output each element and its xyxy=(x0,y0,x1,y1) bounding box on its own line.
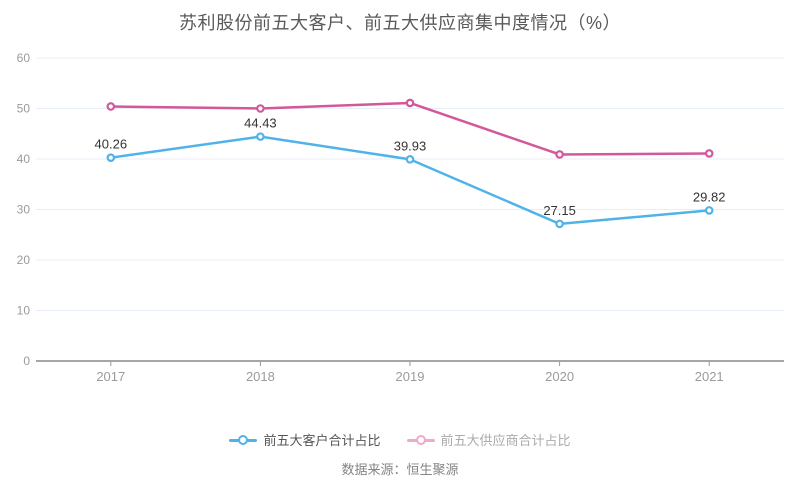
y-axis-tick-label: 20 xyxy=(17,253,31,267)
data-point-label: 27.15 xyxy=(543,203,576,218)
legend-circle-icon xyxy=(415,434,426,445)
data-point-customers-2017[interactable] xyxy=(106,153,116,162)
y-axis-tick-label: 10 xyxy=(17,304,31,318)
legend-item-suppliers[interactable]: 前五大供应商合计占比 xyxy=(406,430,571,449)
x-axis-tick-label: 2020 xyxy=(545,369,574,384)
data-source: 数据来源：恒生聚源 xyxy=(341,462,459,477)
data-point-customers-2019[interactable] xyxy=(405,155,415,164)
data-point-label: 44.43 xyxy=(244,116,277,131)
y-axis-tick-label: 40 xyxy=(17,152,31,166)
legend-circle-icon xyxy=(238,434,249,445)
data-point-label: 29.82 xyxy=(693,189,726,204)
data-point-label: 39.93 xyxy=(394,138,427,153)
legend-item-customers[interactable]: 前五大客户合计占比 xyxy=(229,430,381,449)
legend-label-suppliers: 前五大供应商合计占比 xyxy=(440,433,571,448)
legend: 前五大客户合计占比 前五大供应商合计占比 xyxy=(0,430,800,449)
x-axis-tick-label: 2018 xyxy=(246,369,275,384)
y-axis-tick-label: 60 xyxy=(17,51,31,65)
data-point-label: 40.26 xyxy=(95,137,128,152)
data-point-suppliers-2017[interactable] xyxy=(106,102,116,111)
legend-label-customers: 前五大客户合计占比 xyxy=(263,433,381,448)
x-axis-tick-label: 2017 xyxy=(96,369,125,384)
data-point-customers-2018[interactable] xyxy=(256,132,265,141)
x-axis-tick-label: 2019 xyxy=(396,369,425,384)
line-marker-icon xyxy=(229,434,258,446)
line-marker-icon xyxy=(406,434,435,446)
data-point-suppliers-2020[interactable] xyxy=(555,150,564,159)
data-point-suppliers-2021[interactable] xyxy=(704,149,714,158)
y-axis-tick-label: 50 xyxy=(17,102,31,116)
data-point-customers-2020[interactable] xyxy=(555,219,564,229)
data-point-customers-2021[interactable] xyxy=(704,206,714,215)
chart-title: 苏利股份前五大客户、前五大供应商集中度情况（%） xyxy=(178,13,621,33)
y-axis-tick-label: 30 xyxy=(17,203,31,217)
concentration-line-chart[interactable]: 0 10 20 30 40 50 60 2017 2018 2019 2020 2021 40.26 44… xyxy=(0,0,800,410)
y-axis-tick-label: 0 xyxy=(23,354,30,368)
x-axis-tick-label: 2021 xyxy=(695,369,724,384)
data-point-suppliers-2018[interactable] xyxy=(256,104,265,113)
data-point-suppliers-2019[interactable] xyxy=(405,98,415,108)
